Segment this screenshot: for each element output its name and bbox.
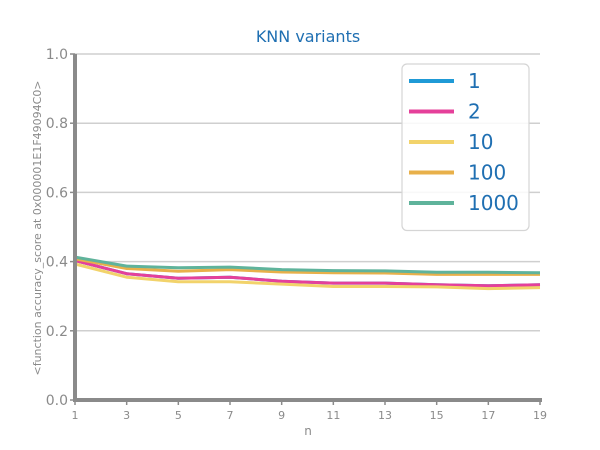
x-tick-label: 9 <box>278 409 285 422</box>
legend-label: 10 <box>468 130 493 154</box>
y-tick-label: 1.0 <box>46 47 68 63</box>
x-tick-label: 17 <box>481 409 495 422</box>
x-tick-label: 11 <box>326 409 340 422</box>
x-tick-label: 5 <box>175 409 182 422</box>
x-axis-ticks: 1 3 5 7 9 11 13 15 17 19 <box>72 400 547 422</box>
x-tick-label: 7 <box>227 409 234 422</box>
legend: 1 2 10 100 1000 <box>401 63 530 232</box>
y-tick-label: 0.2 <box>46 324 68 340</box>
legend-label: 1000 <box>468 191 519 215</box>
legend-label: 100 <box>468 161 506 185</box>
legend-box <box>401 63 530 232</box>
y-axis-ticks: 0.0 0.2 0.4 0.6 0.8 1.0 <box>46 47 75 409</box>
series-line-100 <box>74 257 540 276</box>
series-line-10 <box>74 262 541 291</box>
chart-title: KNN variants <box>256 27 360 46</box>
x-tick-label: 13 <box>378 409 392 422</box>
y-tick-label: 0.8 <box>46 116 68 132</box>
series-lines <box>74 255 541 291</box>
x-tick-label: 3 <box>123 409 130 422</box>
legend-label: 1 <box>468 69 481 93</box>
legend-label: 2 <box>468 100 481 124</box>
x-axis-label: n <box>304 424 312 438</box>
series-line-2 <box>74 259 541 288</box>
series-line-1000 <box>74 255 541 275</box>
y-tick-label: 0.0 <box>46 393 68 409</box>
x-tick-label: 15 <box>430 409 444 422</box>
axes <box>73 54 542 402</box>
y-tick-label: 0.4 <box>46 255 68 271</box>
y-tick-label: 0.6 <box>46 185 68 201</box>
x-tick-label: 19 <box>533 409 547 422</box>
y-axis-label: <function accuracy_score at 0x000001E1F4… <box>31 80 44 375</box>
x-tick-label: 1 <box>72 409 79 422</box>
